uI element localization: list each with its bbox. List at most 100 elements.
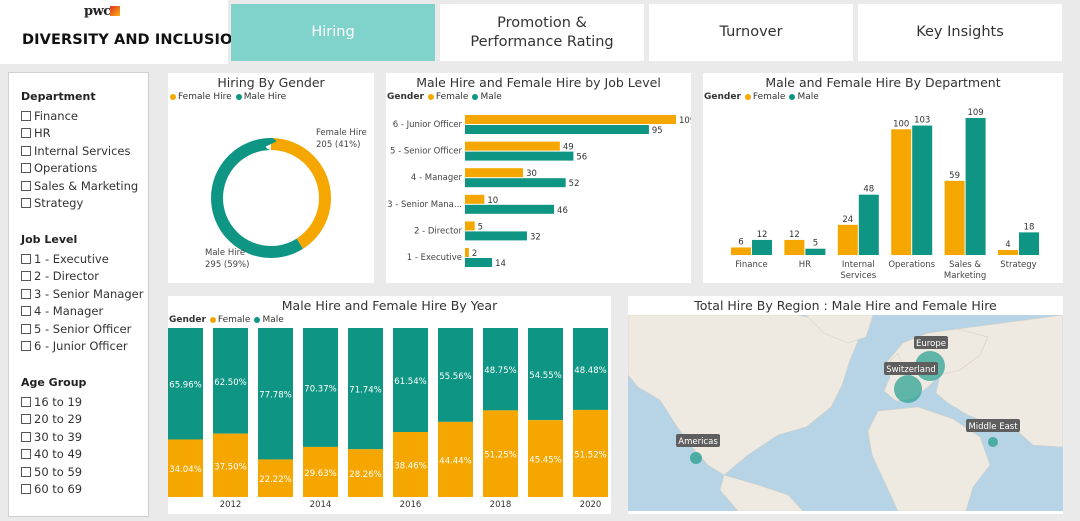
slicer-item-operations[interactable]: Operations [21, 160, 138, 178]
hiring-by-gender-title: Hiring By Gender [217, 75, 325, 90]
year-bar-male[interactable] [573, 328, 608, 410]
slicer-item-40-49[interactable]: 40 to 49 [21, 446, 86, 464]
job-level-bar-female[interactable] [465, 115, 676, 124]
year-bar-female[interactable] [483, 410, 518, 497]
checkbox[interactable] [21, 341, 31, 352]
slicer-item-senior-officer[interactable]: 5 - Senior Officer [21, 320, 143, 338]
slicer-item-director[interactable]: 2 - Director [21, 268, 143, 286]
year-bar-female[interactable] [348, 449, 383, 497]
slicer-item-executive[interactable]: 1 - Executive [21, 250, 143, 268]
year-bar-female[interactable] [573, 409, 608, 497]
year-bar-male[interactable] [438, 328, 473, 422]
job-level-bar-male[interactable] [465, 178, 566, 188]
department-title: Male and Female Hire By Department [765, 75, 1001, 90]
switzerland-label-bg [884, 362, 938, 375]
gender-donut-legend: Female Hire Male Hire [170, 92, 286, 102]
job-level-bar-female[interactable] [465, 194, 485, 204]
checkbox[interactable] [21, 323, 31, 334]
slicer-item-manager[interactable]: 4 - Manager [21, 303, 143, 321]
year-bar-female[interactable] [438, 421, 473, 497]
year-male-pct-label: 71.74% [349, 386, 381, 396]
department-bar-female[interactable] [998, 249, 1018, 255]
map-card: Total Hire By Region : Male Hire and Fem… [628, 296, 1063, 514]
slicer-item-hr[interactable]: HR [21, 125, 138, 143]
year-bar-male[interactable] [483, 328, 518, 411]
job-level-bar-female[interactable] [465, 248, 469, 257]
slicer-item-senior-manager[interactable]: 3 - Senior Manager [21, 285, 143, 303]
checkbox[interactable] [21, 180, 31, 191]
slicer-item-30-39[interactable]: 30 to 39 [21, 428, 86, 446]
checkbox[interactable] [21, 466, 31, 477]
tab-promotion-performance[interactable]: Promotion & Performance Rating [440, 4, 644, 61]
job-level-bar-male[interactable] [465, 151, 574, 161]
job-level-bar-female[interactable] [465, 141, 560, 151]
department-bar-female[interactable] [891, 129, 912, 255]
job-level-bar-male[interactable] [465, 258, 493, 267]
slicer-item-finance[interactable]: Finance [21, 107, 138, 125]
year-bar-female[interactable] [258, 459, 293, 497]
year-bar-female[interactable] [303, 446, 338, 497]
job-level-bar-male[interactable] [465, 231, 527, 241]
year-bar-male[interactable] [168, 328, 203, 440]
checkbox[interactable] [21, 128, 31, 139]
slicer-item-16-19[interactable]: 16 to 19 [21, 393, 86, 411]
checkbox[interactable] [21, 271, 31, 282]
checkbox[interactable] [21, 110, 31, 121]
checkbox[interactable] [21, 306, 31, 317]
checkbox[interactable] [21, 198, 31, 209]
department-bar-male[interactable] [805, 248, 826, 255]
year-bar-male[interactable] [528, 328, 563, 421]
department-card: Male and Female Hire By Department Gende… [703, 73, 1063, 283]
year-bar-male[interactable] [303, 328, 338, 447]
donut-slice-male-hire[interactable] [211, 138, 331, 258]
department-bar-female[interactable] [944, 180, 965, 255]
switzerland-bubble[interactable] [894, 375, 922, 403]
year-bar-female[interactable] [168, 439, 203, 497]
slicer-item-60-69[interactable]: 60 to 69 [21, 481, 86, 499]
job-level-value-label: 46 [557, 206, 568, 216]
department-bar-male[interactable] [912, 125, 933, 255]
tab-turnover[interactable]: Turnover [649, 4, 853, 61]
department-bar-female[interactable] [731, 247, 751, 255]
department-bar-male[interactable] [858, 194, 879, 255]
americas-bubble[interactable] [690, 452, 702, 464]
year-bar-male[interactable] [393, 328, 428, 433]
checkbox[interactable] [21, 253, 31, 264]
job-level-bar-male[interactable] [465, 204, 555, 214]
age-group-slicer-title: Age Group [21, 376, 87, 389]
department-bar-female[interactable] [837, 224, 858, 255]
department-bar-male[interactable] [965, 118, 986, 255]
job-level-bar-female[interactable] [465, 221, 475, 231]
checkbox[interactable] [21, 414, 31, 425]
year-card: Male Hire and Female Hire By Year Gender… [168, 296, 611, 514]
year-bar-female[interactable] [393, 432, 428, 497]
slicer-item-strategy[interactable]: Strategy [21, 195, 138, 213]
checkbox[interactable] [21, 449, 31, 460]
checkbox[interactable] [21, 288, 31, 299]
year-bar-female[interactable] [528, 420, 563, 497]
slicer-item-junior-officer[interactable]: 6 - Junior Officer [21, 338, 143, 356]
tab-key-insights[interactable]: Key Insights [858, 4, 1062, 61]
tab-hiring[interactable]: Hiring [231, 4, 435, 61]
department-bar-female[interactable] [784, 239, 805, 255]
checkbox[interactable] [21, 145, 31, 156]
slicer-item-50-59[interactable]: 50 to 59 [21, 463, 86, 481]
year-bar-male[interactable] [258, 328, 293, 460]
job-level-bar-female[interactable] [465, 168, 524, 178]
year-bar-male[interactable] [348, 328, 383, 450]
slicer-item-20-29[interactable]: 20 to 29 [21, 411, 86, 429]
year-bar-female[interactable] [213, 433, 248, 497]
checkbox[interactable] [21, 431, 31, 442]
middle-east-bubble[interactable] [988, 437, 998, 447]
slicer-item-sales-marketing[interactable]: Sales & Marketing [21, 177, 138, 195]
job-level-axis-label: 1 - Executive [407, 253, 462, 263]
year-bar-male[interactable] [213, 328, 248, 434]
slicer-item-internal-services[interactable]: Internal Services [21, 142, 138, 160]
job-level-bar-male[interactable] [465, 125, 649, 134]
checkbox[interactable] [21, 163, 31, 174]
checkbox[interactable] [21, 396, 31, 407]
department-bar-male[interactable] [1019, 232, 1039, 255]
department-bar-male[interactable] [752, 239, 772, 255]
checkbox[interactable] [21, 484, 31, 495]
region-map[interactable]: Europe Switzerland Americas Middle East [628, 315, 1063, 511]
